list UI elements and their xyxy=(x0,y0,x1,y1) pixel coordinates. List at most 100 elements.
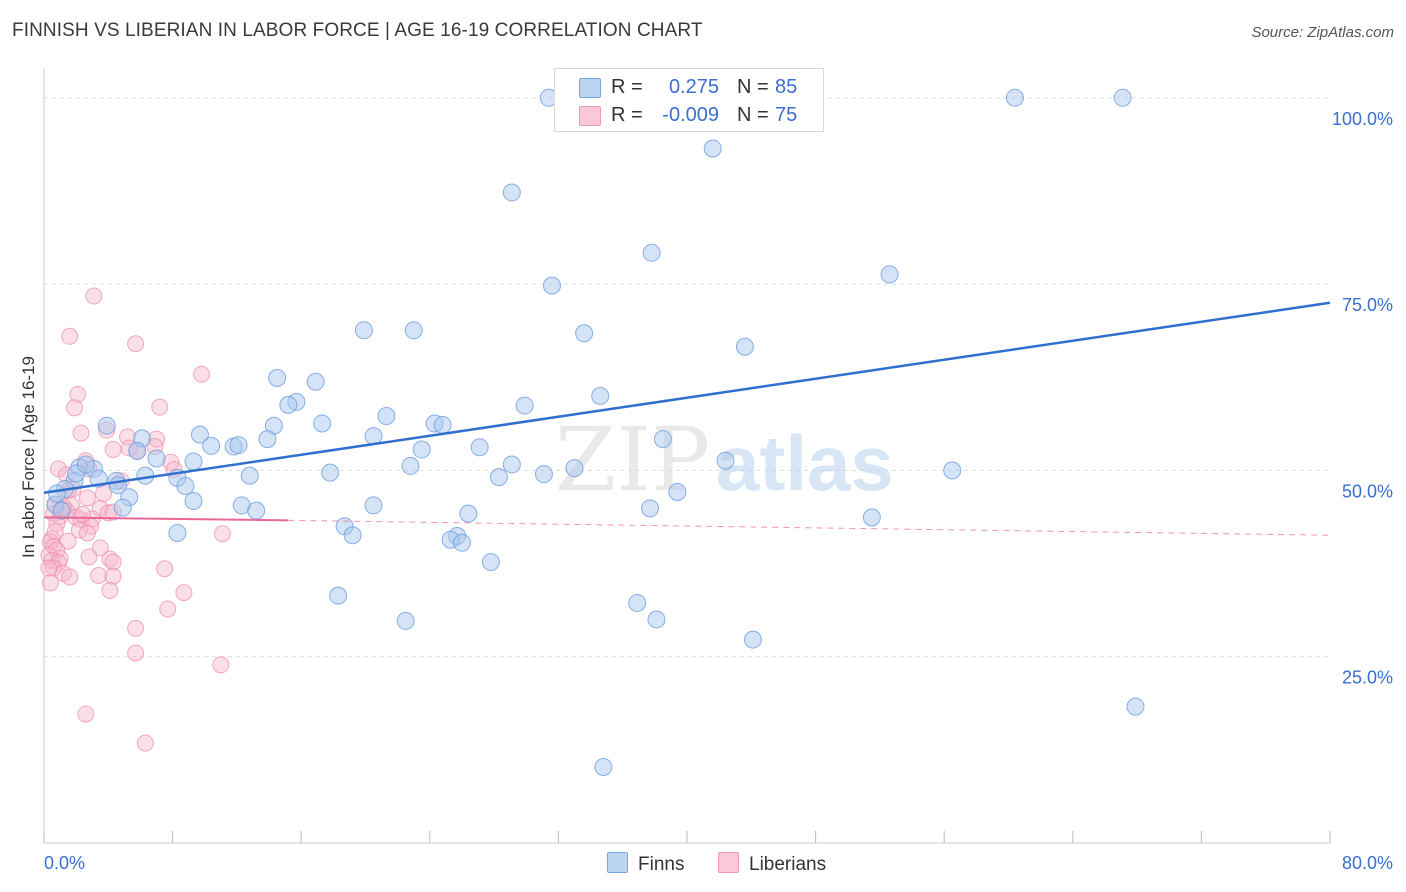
finns-point xyxy=(743,630,762,649)
finns-point xyxy=(575,324,594,343)
finns-point xyxy=(76,455,95,474)
liberians-swatch xyxy=(718,852,739,873)
finns-point xyxy=(147,449,166,468)
finns-point xyxy=(184,491,203,510)
finns-point xyxy=(258,430,277,449)
liberians-trend-extension xyxy=(288,519,1331,536)
x-tick-label: 0.0% xyxy=(44,853,85,873)
finns-point xyxy=(279,395,298,414)
liberians-point xyxy=(66,399,84,417)
finns-point xyxy=(354,321,373,340)
y-tick-label: 25.0% xyxy=(1342,668,1393,688)
finns-point xyxy=(364,496,383,515)
liberians-trend-line xyxy=(43,516,289,522)
finns-point xyxy=(268,369,287,387)
finns-swatch xyxy=(607,852,628,873)
finns-point xyxy=(647,610,666,629)
finns-point xyxy=(343,526,362,545)
liberians-point xyxy=(85,287,103,305)
finns-point xyxy=(433,415,452,434)
gridlines xyxy=(44,97,1330,658)
finns-label: Finns xyxy=(638,854,685,875)
finns-point xyxy=(412,440,431,459)
watermark-zip: ZIP xyxy=(555,408,710,511)
liberians-point xyxy=(69,385,87,403)
finns-point xyxy=(470,438,489,457)
y-axis-label: In Labor Force | Age 16-19 xyxy=(19,356,38,558)
legend-r-label: R = xyxy=(611,104,643,126)
finns-swatch xyxy=(579,78,601,98)
legend-n-label: N = xyxy=(737,76,769,98)
finns-point xyxy=(377,407,396,426)
liberians-point xyxy=(101,550,119,568)
legend-row-liberians: R = -0.009 N = 75 xyxy=(555,102,823,128)
trend-lines xyxy=(43,301,1331,536)
legend-row-finns: R = 0.275 N = 85 xyxy=(555,74,823,100)
finns-point xyxy=(247,501,266,520)
finns-point xyxy=(703,139,722,158)
liberians-r-value: -0.009 xyxy=(662,104,719,126)
finns-point xyxy=(306,372,325,391)
x-tick-label: 80.0% xyxy=(1342,853,1393,873)
liberians-point xyxy=(104,441,122,459)
finns-point xyxy=(594,757,613,776)
finns-point xyxy=(321,463,340,482)
finns-point xyxy=(880,265,899,284)
liberians-point xyxy=(78,524,96,542)
finns-point xyxy=(229,436,248,455)
liberians-point xyxy=(104,567,122,585)
finns-point xyxy=(735,337,754,356)
finns-point xyxy=(542,276,561,295)
liberians-point xyxy=(40,559,58,577)
liberians-point xyxy=(127,335,145,353)
finns-point xyxy=(862,508,881,527)
finns-trend-line xyxy=(43,301,1331,494)
liberians-point xyxy=(72,424,90,442)
finns-point xyxy=(113,498,132,517)
finns-point xyxy=(591,386,610,405)
finns-point xyxy=(515,396,534,415)
liberians-point xyxy=(127,619,145,637)
liberians-point xyxy=(41,574,59,592)
liberians-point xyxy=(104,553,122,571)
liberians-point xyxy=(94,485,112,503)
finns-point xyxy=(108,476,127,495)
liberians-point xyxy=(46,523,64,541)
finns-point xyxy=(128,442,147,461)
finns-point xyxy=(240,466,259,485)
finns-n-value: 85 xyxy=(775,76,798,98)
chart-title: FINNISH VS LIBERIAN IN LABOR FORCE | AGE… xyxy=(12,20,703,41)
watermark: ZIP atlas xyxy=(555,408,894,511)
finns-point xyxy=(52,501,71,520)
liberians-label: Liberians xyxy=(749,854,827,875)
finns-point xyxy=(97,416,116,435)
liberians-n-value: 75 xyxy=(775,104,798,126)
liberians-point xyxy=(101,581,119,599)
finns-point xyxy=(184,452,203,471)
liberians-point xyxy=(78,489,96,507)
liberians-point xyxy=(159,600,177,618)
liberians-point xyxy=(193,365,211,383)
finns-point xyxy=(136,466,155,485)
finns-r-value: 0.275 xyxy=(668,76,719,98)
finns-point xyxy=(653,430,672,449)
finns-point xyxy=(534,465,553,484)
liberians-point xyxy=(136,734,154,752)
liberians-swatch xyxy=(579,106,601,126)
finns-point xyxy=(168,524,187,542)
liberians-point xyxy=(213,525,231,543)
liberians-point xyxy=(77,705,95,723)
finns-point xyxy=(502,455,521,474)
bottom-legend-liberians: Liberians xyxy=(718,852,826,876)
finns-point xyxy=(190,425,209,444)
finns-point xyxy=(1005,88,1024,107)
tick-labels: 25.0% 50.0% 75.0% 100.0% 0.0% 80.0% xyxy=(44,109,1393,873)
finns-point xyxy=(489,468,508,487)
finns-point xyxy=(47,484,66,503)
finns-point xyxy=(396,611,415,630)
finns-point xyxy=(943,461,962,480)
finns-point xyxy=(641,499,660,518)
bottom-legend-finns: Finns xyxy=(607,852,684,876)
liberians-point xyxy=(212,656,230,674)
liberians-point xyxy=(49,554,67,572)
